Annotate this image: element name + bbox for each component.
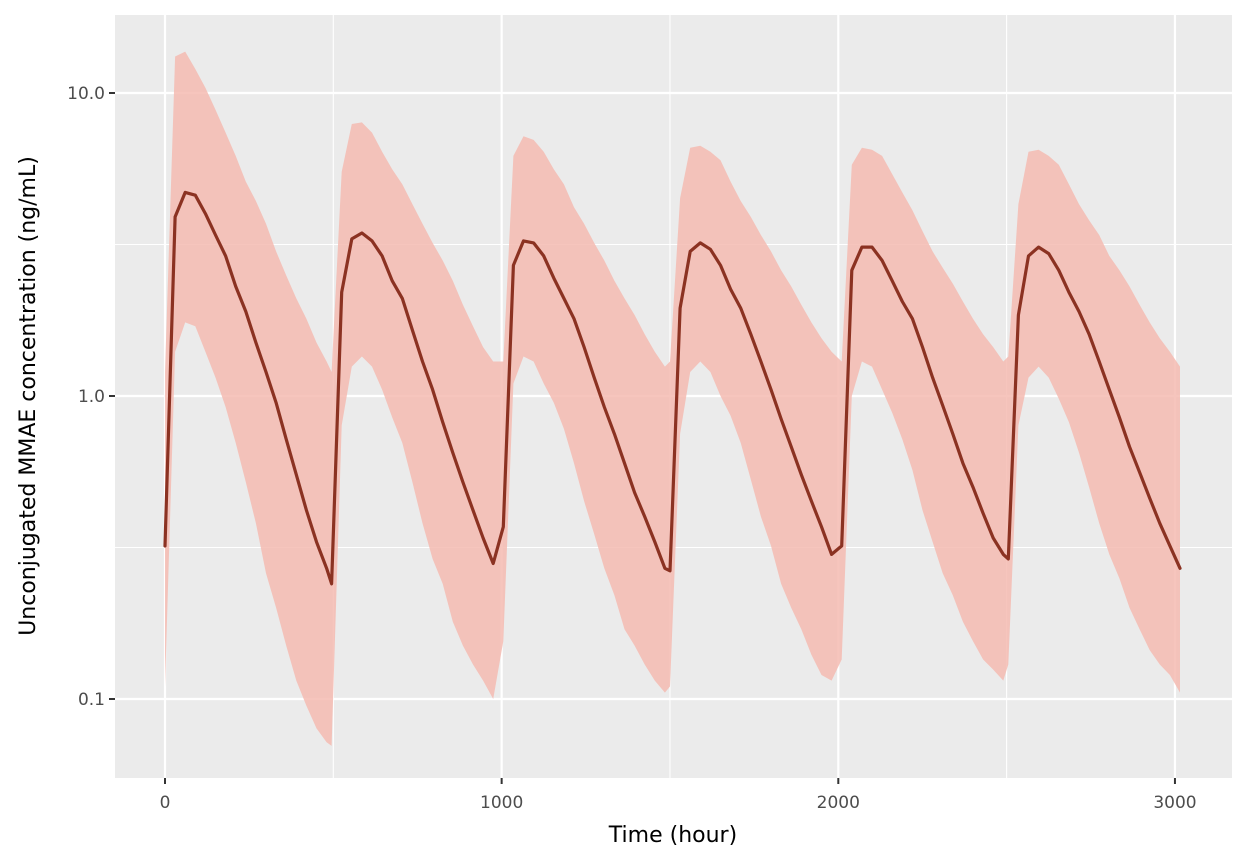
x-tick-label: 3000	[1153, 793, 1196, 813]
y-tick-label: 10.0	[67, 84, 105, 104]
y-axis-ticks: 0.1 1.0 10.0	[67, 84, 115, 710]
y-axis-title: Unconjugated MMAE concentration (ng/mL)	[16, 156, 41, 636]
y-tick-label: 0.1	[78, 690, 105, 710]
x-tick-label: 1000	[480, 793, 523, 813]
median-line	[163, 190, 1182, 586]
y-tick-label: 1.0	[78, 387, 105, 407]
x-axis-ticks: 0 1000 2000 3000	[160, 778, 1197, 813]
x-tick-label: 0	[160, 793, 171, 813]
confidence-ribbon	[165, 51, 1180, 746]
x-tick-label: 2000	[817, 793, 860, 813]
x-axis-title: Time (hour)	[608, 823, 737, 848]
